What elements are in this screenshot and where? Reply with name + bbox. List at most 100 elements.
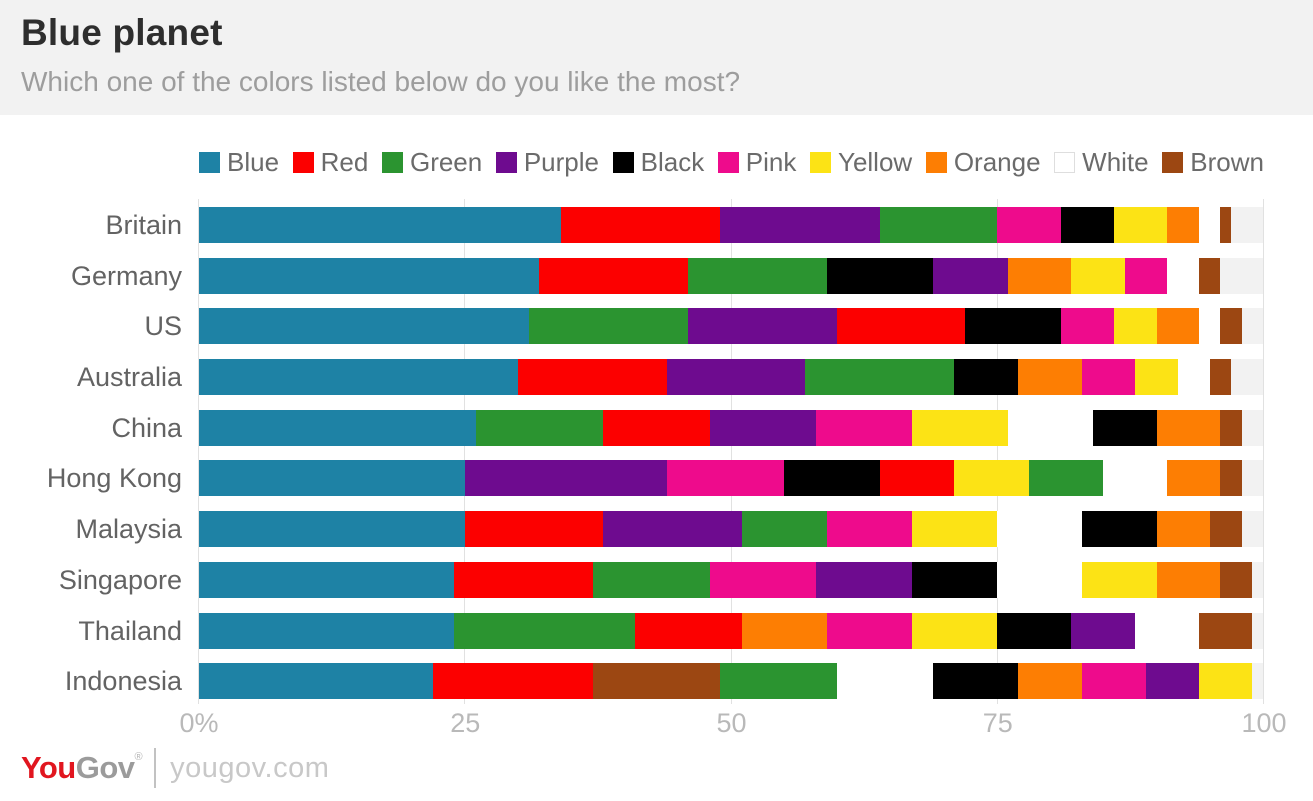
bar-segment-brown xyxy=(1220,207,1231,243)
bar-segment-orange xyxy=(1156,308,1200,345)
bar-row-us: US xyxy=(0,308,1263,345)
bar-track-germany xyxy=(199,257,1263,294)
row-label-hong-kong: Hong Kong xyxy=(46,463,182,494)
row-label-indonesia: Indonesia xyxy=(64,666,182,697)
legend: Blue Red Green Purple Black Pink Yellow Orange W… xyxy=(199,147,1264,177)
bar-segment-orange xyxy=(1156,511,1210,548)
legend-item-white: White xyxy=(1054,146,1149,178)
bar-segment-orange xyxy=(1156,561,1221,598)
row-label-us: US xyxy=(144,311,182,342)
header: Blue planet Which one of the colors list… xyxy=(0,0,1313,115)
row-label-germany: Germany xyxy=(70,260,182,291)
bar-segment-pink xyxy=(1060,308,1114,345)
bar-segment-black xyxy=(1060,207,1114,243)
bar-segment-pink xyxy=(667,460,785,497)
bar-segment-blue xyxy=(199,409,476,446)
bar-segment-black xyxy=(1082,511,1157,548)
bar-segment-red xyxy=(635,612,742,649)
bar-track-australia xyxy=(199,359,1263,396)
bar-segment-green xyxy=(688,257,827,294)
bar-segment-orange xyxy=(741,612,827,649)
bar-segment-yellow xyxy=(1113,207,1168,243)
bar-segment-white xyxy=(1167,257,1200,294)
bar-track-britain xyxy=(199,207,1263,243)
bar-segment-red xyxy=(603,409,710,446)
bar-segment-purple xyxy=(465,460,668,497)
blue-swatch-icon xyxy=(199,151,220,173)
bar-segment-red xyxy=(518,359,668,396)
bar-segment-pink xyxy=(1124,257,1168,294)
chart-title: Blue planet xyxy=(21,12,223,53)
bar-segment-white xyxy=(996,561,1083,598)
x-tick-100: 100 xyxy=(1241,708,1287,738)
gridline-50 xyxy=(730,199,732,704)
legend-label: Purple xyxy=(523,146,599,177)
bar-segment-yellow xyxy=(1071,257,1125,294)
purple-swatch-icon xyxy=(495,151,517,173)
bar-row-thailand: Thailand xyxy=(0,612,1263,649)
bar-track-hong-kong xyxy=(199,460,1263,497)
bar-segment-orange xyxy=(1167,207,1200,243)
bar-segment-blue xyxy=(199,612,455,649)
legend-label: White xyxy=(1082,146,1149,177)
gridline-75 xyxy=(996,199,998,704)
legend-label: Yellow xyxy=(837,146,913,177)
bar-segment-orange xyxy=(1018,359,1083,396)
bar-segment-brown xyxy=(1220,460,1242,497)
legend-item-yellow: Yellow xyxy=(809,146,913,178)
bar-segment-white xyxy=(1135,612,1200,649)
bar-segment-orange xyxy=(1007,257,1072,294)
row-label-china: China xyxy=(111,412,182,443)
bar-segment-green xyxy=(528,308,689,345)
bar-segment-purple xyxy=(1145,663,1200,700)
bar-segment-yellow xyxy=(1199,663,1253,700)
legend-item-green: Green xyxy=(381,146,483,178)
bar-segment-purple xyxy=(720,207,880,243)
bar-segment-blue xyxy=(199,207,561,243)
logo-you: You xyxy=(21,750,76,785)
bar-segment-red xyxy=(560,207,721,243)
bar-segment-purple xyxy=(709,409,817,446)
bar-segment-green xyxy=(1028,460,1104,497)
bar-track-singapore xyxy=(199,561,1263,598)
red-swatch-icon xyxy=(292,151,314,173)
x-tick-0: 0% xyxy=(179,708,219,738)
bar-segment-green xyxy=(720,663,838,700)
bar-segment-green xyxy=(805,359,955,396)
bar-segment-green xyxy=(475,409,604,446)
bar-segment-orange xyxy=(1156,409,1221,446)
bar-segment-yellow xyxy=(911,409,1008,446)
white-swatch-icon xyxy=(1054,151,1076,173)
row-label-singapore: Singapore xyxy=(58,564,182,595)
row-label-britain: Britain xyxy=(105,210,182,240)
bar-segment-black xyxy=(826,257,934,294)
bar-segment-yellow xyxy=(1113,308,1157,345)
bar-track-china xyxy=(199,409,1263,446)
yougov-logo: YouGov® xyxy=(21,750,143,786)
legend-item-pink: Pink xyxy=(717,147,796,178)
legend-label: Green xyxy=(409,146,483,177)
bar-segment-black xyxy=(996,612,1072,649)
row-label-malaysia: Malaysia xyxy=(75,514,182,545)
bar-rows: Britain Germany US Australia China Hong Kong M… xyxy=(0,207,1263,714)
bar-segment-red xyxy=(433,663,593,700)
bar-segment-yellow xyxy=(954,460,1029,497)
bar-segment-brown xyxy=(1199,612,1253,649)
bar-segment-purple xyxy=(933,257,1008,294)
bar-segment-yellow xyxy=(911,612,997,649)
gridline-0 xyxy=(198,199,199,704)
bar-segment-white xyxy=(1199,207,1221,243)
bar-segment-pink xyxy=(826,511,912,548)
bar-row-hong-kong: Hong Kong xyxy=(0,460,1263,497)
bar-track-us xyxy=(199,308,1263,345)
bar-segment-blue xyxy=(199,359,519,396)
bar-segment-brown xyxy=(1199,257,1221,294)
bar-segment-black xyxy=(965,308,1061,345)
bar-segment-pink xyxy=(1082,663,1146,700)
bar-segment-black xyxy=(911,561,997,598)
bar-row-singapore: Singapore xyxy=(0,561,1263,598)
legend-item-red: Red xyxy=(292,147,368,178)
bar-row-china: China xyxy=(0,409,1263,446)
legend-label: Blue xyxy=(227,146,280,177)
